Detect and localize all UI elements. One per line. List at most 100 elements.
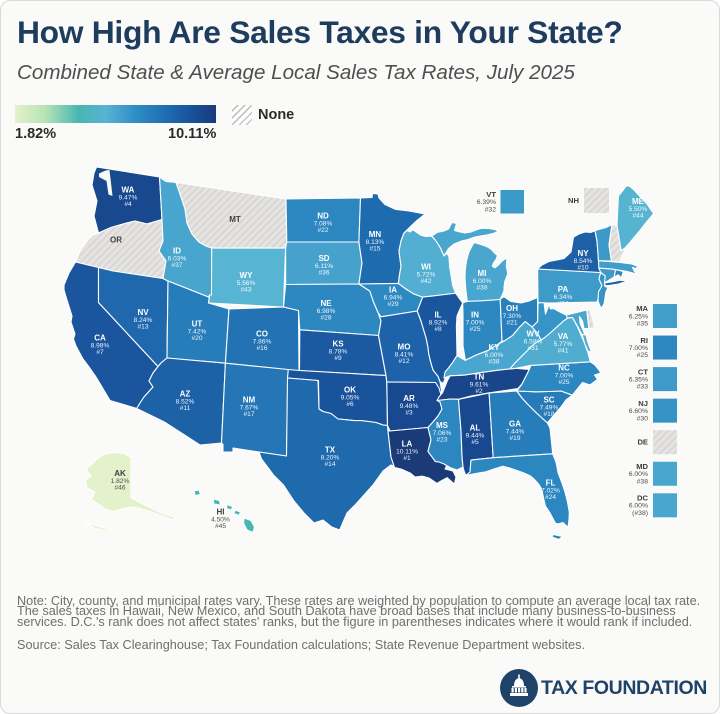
svg-text:#38: #38 bbox=[637, 478, 649, 485]
svg-text:VT: VT bbox=[486, 190, 496, 199]
svg-text:9.61%: 9.61% bbox=[470, 382, 489, 389]
svg-text:#33: #33 bbox=[637, 384, 649, 391]
svg-text:NM: NM bbox=[243, 396, 256, 405]
svg-text:6.00%: 6.00% bbox=[473, 278, 492, 285]
svg-text:#25: #25 bbox=[469, 326, 480, 333]
svg-text:ME: ME bbox=[632, 197, 645, 206]
svg-text:#41: #41 bbox=[557, 348, 568, 355]
svg-text:#46: #46 bbox=[114, 485, 125, 492]
svg-text:MT: MT bbox=[229, 215, 241, 224]
svg-text:6.03%: 6.03% bbox=[168, 256, 187, 263]
svg-text:6.39%: 6.39% bbox=[477, 199, 496, 206]
svg-text:6.00%: 6.00% bbox=[485, 352, 504, 359]
svg-text:7.44%: 7.44% bbox=[506, 429, 525, 436]
svg-text:5.72%: 5.72% bbox=[417, 272, 436, 279]
svg-text:WV: WV bbox=[527, 330, 541, 339]
svg-text:AK: AK bbox=[114, 469, 126, 478]
svg-text:#43: #43 bbox=[240, 287, 251, 294]
svg-text:CA: CA bbox=[94, 334, 106, 343]
svg-text:GA: GA bbox=[509, 420, 521, 429]
svg-text:6.00%: 6.00% bbox=[629, 503, 648, 510]
svg-text:#31: #31 bbox=[527, 345, 538, 352]
svg-text:7.42%: 7.42% bbox=[188, 329, 207, 336]
svg-text:CT: CT bbox=[638, 367, 648, 376]
svg-text:9.47%: 9.47% bbox=[119, 195, 138, 202]
svg-text:7.00%: 7.00% bbox=[629, 345, 648, 352]
svg-text:#18: #18 bbox=[543, 411, 554, 418]
svg-text:7.06%: 7.06% bbox=[433, 430, 452, 437]
svg-text:#14: #14 bbox=[324, 461, 335, 468]
svg-text:#22: #22 bbox=[317, 227, 328, 234]
svg-text:8.92%: 8.92% bbox=[429, 320, 448, 327]
svg-text:AR: AR bbox=[403, 394, 415, 403]
svg-text:#37: #37 bbox=[171, 262, 182, 269]
svg-text:#5: #5 bbox=[471, 439, 479, 446]
svg-text:LA: LA bbox=[402, 440, 413, 449]
svg-text:WY: WY bbox=[240, 271, 254, 280]
svg-text:IL: IL bbox=[434, 311, 441, 320]
svg-text:OK: OK bbox=[344, 386, 356, 395]
svg-text:#8: #8 bbox=[434, 326, 442, 333]
svg-text:TN: TN bbox=[474, 373, 485, 382]
svg-text:NY: NY bbox=[577, 249, 589, 258]
svg-text:CO: CO bbox=[256, 330, 268, 339]
svg-text:#35: #35 bbox=[637, 321, 649, 328]
svg-text:#34: #34 bbox=[557, 301, 568, 308]
svg-text:7.86%: 7.86% bbox=[253, 339, 272, 346]
svg-text:#19: #19 bbox=[509, 435, 520, 442]
svg-text:SD: SD bbox=[318, 254, 329, 263]
svg-text:WA: WA bbox=[122, 186, 135, 195]
svg-text:#25: #25 bbox=[637, 352, 649, 359]
svg-text:#2: #2 bbox=[475, 388, 483, 395]
svg-text:9.05%: 9.05% bbox=[341, 395, 360, 402]
svg-text:9.48%: 9.48% bbox=[400, 403, 419, 410]
svg-text:NC: NC bbox=[558, 364, 570, 373]
svg-text:WI: WI bbox=[421, 263, 431, 272]
svg-text:8.13%: 8.13% bbox=[366, 239, 385, 246]
svg-text:#15: #15 bbox=[369, 246, 380, 253]
svg-text:6.60%: 6.60% bbox=[629, 408, 648, 415]
svg-text:6.00%: 6.00% bbox=[629, 471, 648, 478]
svg-text:#20: #20 bbox=[191, 335, 202, 342]
svg-text:#21: #21 bbox=[506, 320, 517, 327]
svg-text:7.02%: 7.02% bbox=[541, 488, 560, 495]
svg-text:#4: #4 bbox=[124, 201, 132, 208]
svg-text:(#38): (#38) bbox=[632, 510, 648, 517]
svg-text:IA: IA bbox=[389, 286, 397, 295]
svg-text:6.11%: 6.11% bbox=[315, 263, 333, 270]
svg-text:MN: MN bbox=[369, 230, 382, 239]
svg-text:DC: DC bbox=[637, 494, 648, 503]
svg-text:6.98%: 6.98% bbox=[317, 308, 336, 315]
svg-text:#7: #7 bbox=[96, 349, 104, 356]
svg-text:PA: PA bbox=[558, 285, 569, 294]
svg-text:6.35%: 6.35% bbox=[629, 377, 648, 384]
svg-text:6.25%: 6.25% bbox=[629, 313, 648, 320]
svg-text:#3: #3 bbox=[405, 410, 413, 417]
svg-text:#32: #32 bbox=[485, 206, 497, 213]
svg-text:FL: FL bbox=[546, 479, 556, 488]
svg-text:7.30%: 7.30% bbox=[503, 313, 522, 320]
svg-text:AL: AL bbox=[470, 424, 481, 433]
svg-text:#10: #10 bbox=[577, 265, 588, 272]
svg-text:SC: SC bbox=[543, 396, 554, 405]
svg-text:6.94%: 6.94% bbox=[384, 295, 403, 302]
svg-text:UT: UT bbox=[192, 320, 203, 329]
svg-text:8.52%: 8.52% bbox=[176, 399, 195, 406]
svg-text:AZ: AZ bbox=[180, 390, 191, 399]
svg-text:VA: VA bbox=[558, 332, 569, 341]
svg-text:#30: #30 bbox=[637, 415, 649, 422]
svg-text:DE: DE bbox=[637, 438, 648, 447]
svg-text:OH: OH bbox=[506, 304, 518, 313]
svg-text:5.50%: 5.50% bbox=[629, 206, 648, 213]
svg-text:NE: NE bbox=[320, 299, 332, 308]
svg-text:NV: NV bbox=[137, 308, 149, 317]
svg-text:MI: MI bbox=[478, 269, 487, 278]
svg-text:KY: KY bbox=[488, 343, 500, 352]
svg-text:#36: #36 bbox=[318, 270, 329, 277]
svg-text:10.11%: 10.11% bbox=[396, 449, 418, 456]
svg-text:5.56%: 5.56% bbox=[237, 280, 256, 287]
svg-text:#24: #24 bbox=[545, 494, 556, 501]
svg-text:#9: #9 bbox=[334, 355, 342, 362]
svg-text:#12: #12 bbox=[398, 358, 409, 365]
svg-text:#11: #11 bbox=[180, 405, 191, 412]
